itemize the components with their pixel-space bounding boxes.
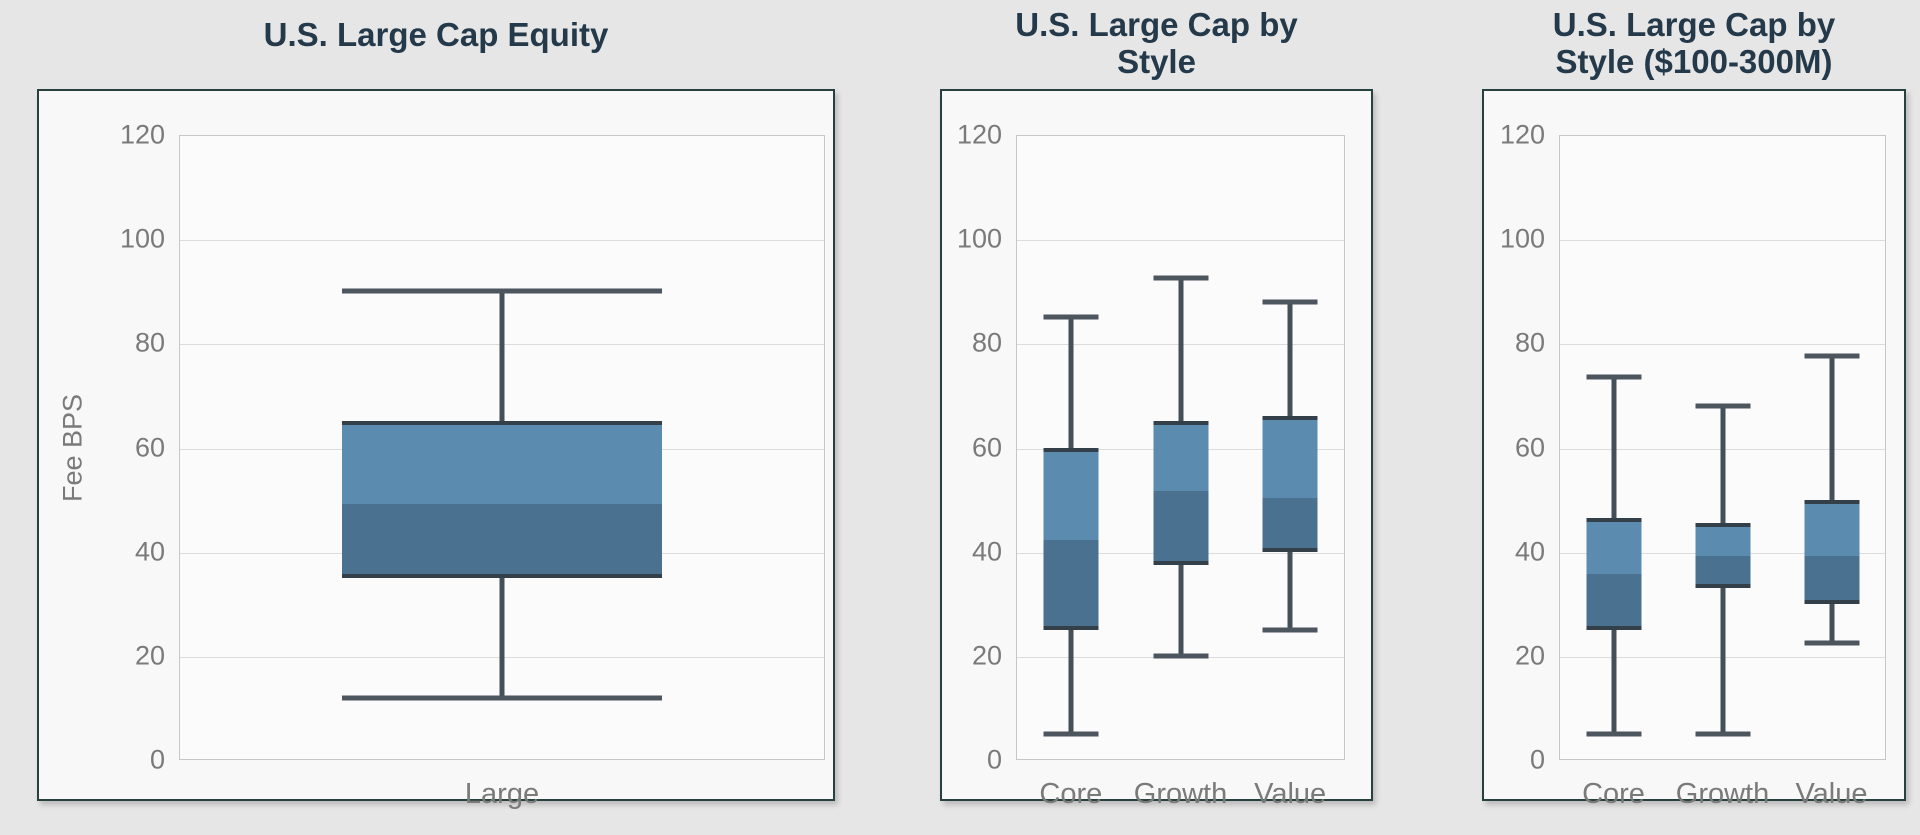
whisker-cap-bottom: [1586, 731, 1641, 737]
box-large[interactable]: [342, 421, 662, 578]
box-value[interactable]: [1262, 416, 1318, 552]
box-growth[interactable]: [1153, 421, 1208, 565]
box-lower-quartile: [1586, 573, 1641, 626]
whisker-cap-bottom: [1695, 731, 1750, 737]
box-upper-quartile: [342, 425, 662, 504]
whisker-cap-bottom: [1043, 731, 1099, 737]
box-upper-quartile: [1262, 420, 1318, 499]
box-lower-quartile: [1153, 490, 1208, 561]
gridline: [1560, 344, 1885, 346]
box-value[interactable]: [1804, 499, 1859, 604]
whisker-cap-bottom: [1804, 640, 1859, 646]
y-tick-label: 40: [1514, 536, 1545, 567]
y-tick-label: 120: [119, 119, 165, 150]
y-tick-label: 20: [134, 640, 165, 671]
whisker-stem: [1829, 356, 1834, 643]
chart-panel-1: 0 20 40 60 80 100 120 Fee BPS Large: [37, 89, 835, 810]
box-upper-quartile: [1695, 527, 1750, 556]
box-core[interactable]: [1043, 447, 1099, 630]
chart-title-line: U.S. Large Cap by: [1552, 6, 1836, 43]
whisker-cap-top: [1586, 374, 1641, 380]
y-tick-label: 60: [134, 432, 165, 462]
chart-title-line: U.S. Large Cap by: [1015, 6, 1298, 43]
whisker-cap-top: [342, 288, 662, 294]
box-lower-quartile: [1262, 498, 1318, 548]
y-tick-label: 40: [971, 536, 1002, 567]
whisker-cap-top: [1695, 403, 1750, 409]
category-label: Core: [1582, 778, 1645, 810]
box-lower-quartile: [1695, 555, 1750, 585]
chart-title-line: U.S. Large Cap Equity: [263, 16, 609, 53]
whisker-cap-bottom: [1262, 627, 1318, 633]
category-label: Value: [1795, 778, 1868, 810]
whisker-cap-top: [1153, 275, 1208, 281]
box-lower-quartile: [342, 503, 662, 574]
y-tick-label: 120: [956, 119, 1002, 150]
chart-title: U.S. Large Cap Equity: [37, 16, 835, 53]
chart-panel-3: 0 20 40 60 80 100 120 Core Growth Value: [1482, 89, 1906, 810]
box-upper-quartile: [1804, 503, 1859, 556]
y-tick-label: 80: [1514, 327, 1545, 358]
y-axis-label: Fee BPS: [57, 393, 88, 502]
y-tick-label: 60: [971, 432, 1002, 462]
y-tick-label: 60: [1514, 432, 1545, 462]
category-label: Value: [1254, 778, 1327, 810]
y-tick-label: 100: [119, 223, 165, 254]
y-tick-label: 80: [134, 327, 165, 358]
gridline: [180, 240, 824, 242]
y-tick-label: 80: [971, 327, 1002, 358]
gridline: [1560, 240, 1885, 242]
whisker-cap-top: [1043, 314, 1099, 320]
whisker-cap-bottom: [1153, 653, 1208, 659]
y-tick-label: 100: [956, 223, 1002, 254]
y-tick-label: 120: [1499, 119, 1545, 150]
gridline: [1017, 240, 1344, 242]
chart-title-line: Style: [1117, 43, 1196, 80]
whisker-cap-bottom: [342, 695, 662, 700]
box-upper-quartile: [1153, 425, 1208, 491]
whisker-cap-top: [1262, 299, 1318, 305]
box-upper-quartile: [1043, 451, 1099, 541]
category-label: Core: [1039, 778, 1103, 810]
chart-title-line: Style ($100-300M): [1555, 43, 1833, 80]
box-lower-quartile: [1804, 555, 1859, 600]
box-upper-quartile: [1586, 521, 1641, 574]
category-label: Growth: [1675, 778, 1770, 810]
box-growth[interactable]: [1695, 523, 1750, 589]
chart-title: U.S. Large Cap by Style ($100-300M): [1482, 6, 1906, 80]
y-tick-label: 20: [971, 640, 1002, 671]
whisker-cap-top: [1804, 353, 1859, 359]
y-tick-label: 0: [149, 744, 165, 775]
category-label: Large: [464, 778, 540, 810]
y-tick-label: 0: [986, 744, 1002, 775]
chart-title: U.S. Large Cap by Style: [940, 6, 1373, 80]
y-tick-label: 40: [134, 536, 165, 567]
y-tick-label: 20: [1514, 640, 1545, 671]
y-tick-label: 100: [1499, 223, 1545, 254]
category-label: Growth: [1133, 778, 1228, 810]
box-lower-quartile: [1043, 540, 1099, 626]
chart-panel-2: 0 20 40 60 80 100 120 Core Growth Value: [940, 89, 1373, 810]
box-core[interactable]: [1586, 517, 1641, 630]
y-tick-label: 0: [1529, 744, 1545, 775]
